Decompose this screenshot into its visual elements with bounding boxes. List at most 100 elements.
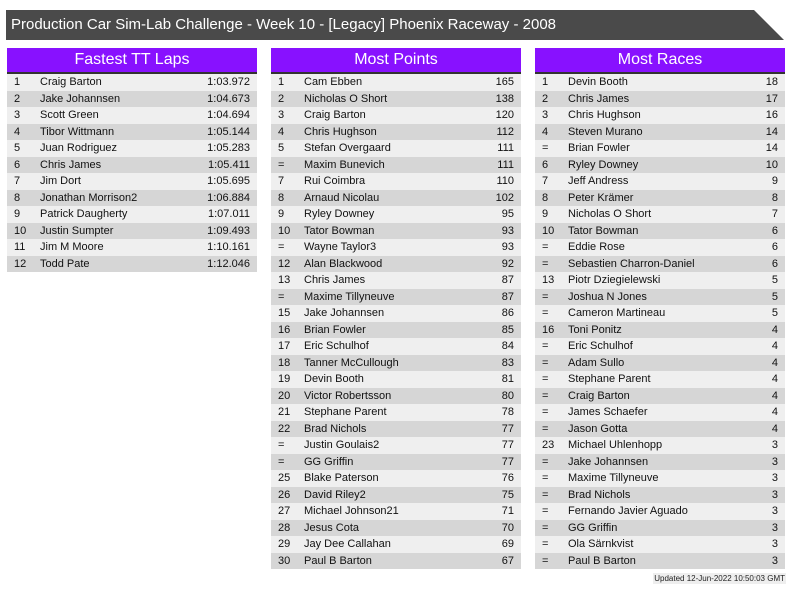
position-cell: 19: [278, 373, 291, 385]
value-cell: 111: [497, 158, 514, 171]
table-row: = Maxime Tillyneuve 3: [535, 470, 785, 487]
position-cell: 1: [542, 76, 549, 88]
driver-name-cell: Brad Nichols: [304, 422, 367, 435]
position-cell: 11: [14, 241, 26, 253]
driver-name-cell: Jake Johannsen: [304, 307, 385, 319]
value-cell: 6: [771, 257, 778, 270]
position-cell: 29: [278, 538, 291, 550]
table-row: 10 Tator Bowman 6: [535, 222, 785, 239]
driver-name-cell: Scott Green: [40, 109, 99, 121]
table-row: 6 Chris James 1:05.411: [7, 156, 257, 173]
value-cell: 4: [771, 373, 778, 385]
table-row: = Justin Goulais2 77: [271, 437, 521, 454]
panel-most-races: Most Races 1 Devin Booth 18 2 Chris James 17 3…: [535, 48, 785, 569]
driver-name-cell: Brian Fowler: [304, 323, 366, 336]
driver-name-cell: Ryley Downey: [304, 208, 375, 220]
driver-name-cell: Chris Hughson: [568, 109, 641, 121]
value-cell: 87: [501, 290, 514, 303]
page-title: Production Car Sim-Lab Challenge - Week …: [6, 10, 784, 40]
driver-name-cell: Brad Nichols: [568, 488, 631, 501]
driver-name-cell: Toni Ponitz: [568, 323, 622, 336]
value-cell: 67: [501, 554, 514, 567]
position-cell: 26: [278, 488, 291, 501]
position-cell: 25: [278, 472, 291, 484]
position-cell: 6: [14, 158, 21, 171]
position-cell: 9: [278, 208, 285, 220]
value-cell: 1:04.694: [207, 109, 250, 121]
table-row: = Ola Särnkvist 3: [535, 536, 785, 553]
value-cell: 3: [771, 505, 778, 517]
value-cell: 95: [501, 208, 514, 220]
position-cell: =: [542, 554, 549, 567]
table-row: 8 Jonathan Morrison2 1:06.884: [7, 189, 257, 206]
driver-name-cell: Chris Hughson: [304, 125, 377, 138]
table-row: 23 Michael Uhlenhopp 3: [535, 437, 785, 454]
driver-name-cell: Joshua N Jones: [568, 290, 647, 303]
value-cell: 1:06.884: [207, 191, 250, 204]
value-cell: 16: [765, 109, 778, 121]
panel-header: Fastest TT Laps: [7, 48, 257, 74]
position-cell: 8: [14, 191, 21, 204]
value-cell: 86: [501, 307, 514, 319]
value-cell: 92: [501, 257, 514, 270]
position-cell: 12: [14, 257, 27, 270]
table-row: = GG Griffin 3: [535, 519, 785, 536]
table-row: 7 Jeff Andress 9: [535, 173, 785, 190]
position-cell: 21: [278, 406, 291, 418]
position-cell: =: [278, 455, 285, 468]
table-row: 29 Jay Dee Callahan 69: [271, 536, 521, 553]
position-cell: 9: [542, 208, 549, 220]
value-cell: 165: [495, 76, 514, 88]
driver-name-cell: Sebastien Charron-Daniel: [568, 257, 695, 270]
value-cell: 5: [771, 307, 778, 319]
position-cell: 3: [542, 109, 549, 121]
driver-name-cell: Tibor Wittmann: [40, 125, 115, 138]
driver-name-cell: Eric Schulhof: [304, 340, 369, 352]
driver-name-cell: Eric Schulhof: [568, 340, 633, 352]
position-cell: 16: [542, 323, 555, 336]
table-row: 2 Jake Johannsen 1:04.673: [7, 90, 257, 107]
table-row: = Eddie Rose 6: [535, 239, 785, 256]
driver-name-cell: GG Griffin: [304, 455, 354, 468]
value-cell: 70: [501, 521, 514, 534]
value-cell: 6: [771, 241, 778, 253]
value-cell: 9: [771, 175, 778, 187]
value-cell: 1:09.493: [207, 224, 250, 237]
value-cell: 80: [501, 389, 514, 402]
driver-name-cell: Maxime Tillyneuve: [304, 290, 395, 303]
driver-name-cell: Chris James: [304, 274, 366, 286]
table-row: 9 Nicholas O Short 7: [535, 206, 785, 223]
driver-name-cell: Wayne Taylor3: [304, 241, 377, 253]
value-cell: 77: [501, 439, 514, 451]
driver-name-cell: Arnaud Nicolau: [304, 191, 380, 204]
value-cell: 3: [771, 472, 778, 484]
driver-name-cell: Juan Rodriguez: [40, 142, 118, 154]
position-cell: 2: [278, 92, 285, 105]
value-cell: 1:10.161: [207, 241, 250, 253]
value-cell: 7: [771, 208, 778, 220]
table-row: 18 Tanner McCullough 83: [271, 354, 521, 371]
table-row: 16 Toni Ponitz 4: [535, 321, 785, 338]
table-row: = Craig Barton 4: [535, 387, 785, 404]
value-cell: 71: [501, 505, 514, 517]
table-row: 27 Michael Johnson21 71: [271, 503, 521, 520]
driver-name-cell: Jake Johannsen: [40, 92, 121, 105]
position-cell: 17: [278, 340, 291, 352]
driver-name-cell: Nicholas O Short: [304, 92, 388, 105]
driver-name-cell: Justin Sumpter: [40, 224, 114, 237]
position-cell: 5: [14, 142, 21, 154]
driver-name-cell: Steven Murano: [568, 125, 643, 138]
table-row: 11 Jim M Moore 1:10.161: [7, 239, 257, 256]
value-cell: 18: [765, 76, 778, 88]
driver-name-cell: Alan Blackwood: [304, 257, 383, 270]
value-cell: 4: [771, 406, 778, 418]
table-row: 22 Brad Nichols 77: [271, 420, 521, 437]
position-cell: =: [542, 290, 549, 303]
position-cell: =: [542, 406, 549, 418]
value-cell: 93: [501, 224, 514, 237]
value-cell: 4: [771, 356, 778, 369]
position-cell: =: [542, 373, 549, 385]
value-cell: 3: [771, 554, 778, 567]
driver-name-cell: Stefan Overgaard: [304, 142, 391, 154]
table-row: 26 David Riley2 75: [271, 486, 521, 503]
